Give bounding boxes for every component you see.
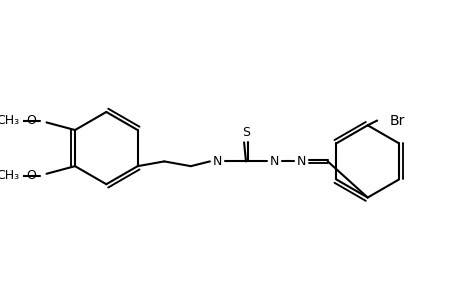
Text: O: O — [26, 114, 36, 127]
Text: N: N — [213, 155, 222, 168]
Text: N: N — [269, 155, 279, 168]
Text: O: O — [26, 169, 36, 182]
Text: CH₃: CH₃ — [0, 169, 19, 182]
Text: N: N — [296, 155, 305, 168]
Text: S: S — [241, 126, 249, 140]
Text: Br: Br — [389, 113, 404, 128]
Text: CH₃: CH₃ — [0, 114, 19, 127]
